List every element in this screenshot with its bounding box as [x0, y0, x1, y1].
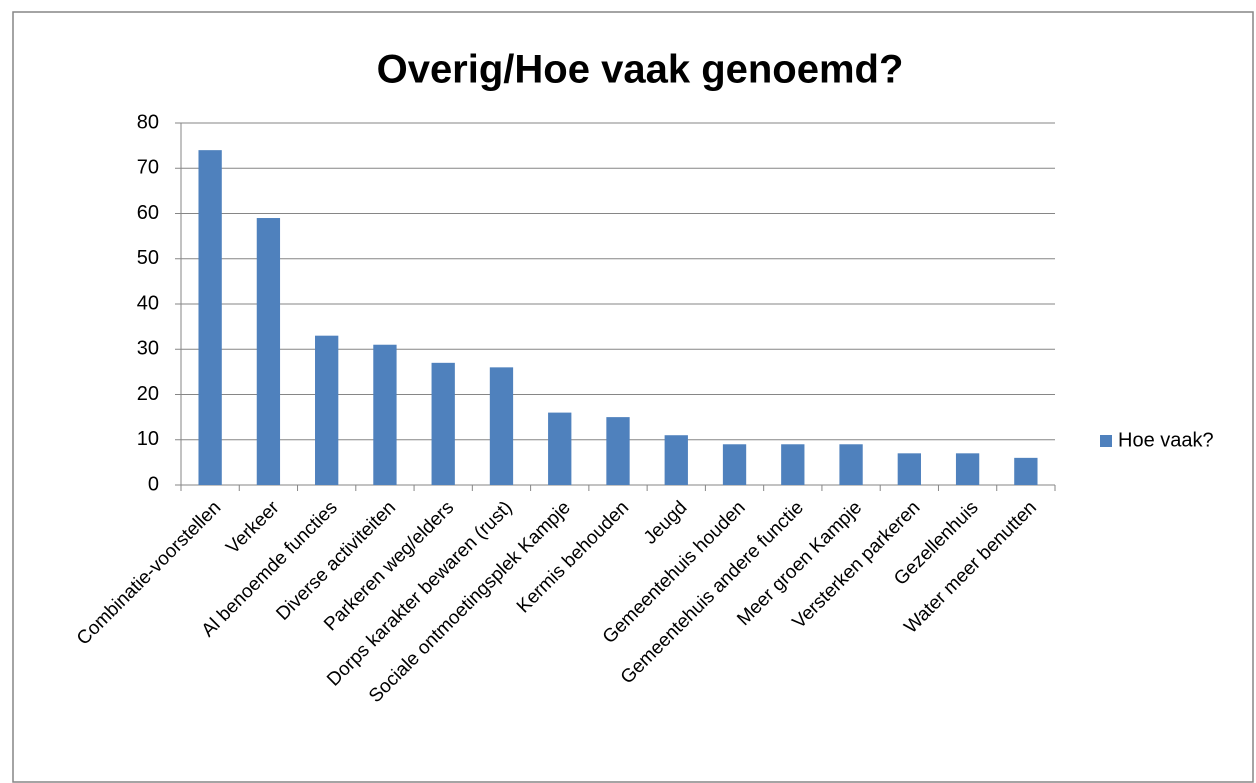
bar	[256, 218, 281, 485]
legend-label: Hoe vaak?	[1118, 429, 1214, 451]
y-tick-label: 0	[148, 473, 159, 495]
legend-swatch	[1100, 435, 1112, 447]
bar	[722, 444, 747, 485]
bar	[606, 417, 630, 485]
bar	[198, 150, 222, 485]
chart-title: Overig/Hoe vaak genoemd?	[377, 48, 904, 92]
bar	[897, 453, 921, 485]
y-tick-label: 60	[137, 202, 159, 224]
y-tick-label: 70	[137, 157, 159, 179]
bar	[839, 444, 863, 485]
bar	[315, 335, 339, 485]
bar	[955, 453, 980, 485]
bar	[548, 412, 572, 485]
y-tick-label: 30	[137, 338, 159, 360]
y-tick-label: 80	[137, 111, 159, 133]
bar	[489, 367, 514, 485]
y-tick-label: 40	[137, 292, 159, 314]
bar	[431, 362, 455, 485]
bar	[664, 435, 688, 485]
bar	[373, 344, 397, 485]
bar	[1014, 457, 1038, 485]
y-tick-label: 10	[137, 428, 159, 450]
y-tick-label: 50	[137, 247, 159, 269]
bar	[781, 444, 805, 485]
y-tick-label: 20	[137, 383, 159, 405]
